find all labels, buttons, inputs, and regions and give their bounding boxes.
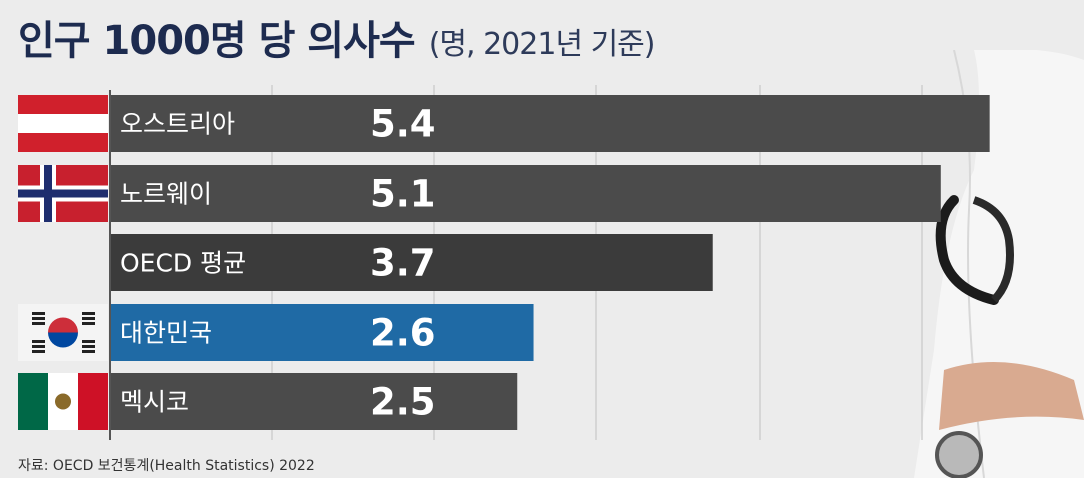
- flag-white-stripe: [18, 114, 108, 133]
- value-label-2: 3.7: [370, 242, 436, 285]
- flag-trigram-bar-2-1: [32, 345, 45, 348]
- flag-trigram-bar-3-2: [82, 350, 95, 353]
- hand-shape: [939, 362, 1084, 430]
- chart-title: 인구 1000명 당 의사수 (명, 2021년 기준): [18, 8, 656, 72]
- flag-trigram-bar-1-2: [82, 322, 95, 325]
- bar-3: [110, 304, 534, 361]
- value-label-1: 5.1: [370, 173, 436, 216]
- flag-trigram-bar-1-1: [82, 317, 95, 320]
- flag-trigram-bar-1-0: [82, 312, 95, 315]
- category-label-4: 멕시코: [120, 388, 189, 417]
- bar-0: [110, 95, 990, 152]
- chart-title-main: 인구 1000명 당 의사수: [18, 18, 416, 64]
- category-label-3: 대한민국: [120, 319, 212, 348]
- south-korea-flag: [18, 304, 108, 361]
- flag-trigram-bar-0-1: [32, 317, 45, 320]
- flag-red: [78, 373, 108, 430]
- bar-1: [110, 165, 941, 222]
- flag-emblem: [55, 393, 71, 410]
- flag-taegeuk-blue: [48, 332, 78, 348]
- value-label-4: 2.5: [370, 381, 436, 424]
- category-label-0: 오스트리아: [120, 110, 235, 139]
- flag-trigram-bar-2-0: [32, 340, 45, 343]
- category-label-2: OECD 평균: [120, 249, 246, 278]
- flag-green: [18, 373, 48, 430]
- stethoscope-tube: [935, 195, 999, 305]
- doctor-illustration: [914, 50, 1084, 478]
- flag-trigram-bar-3-1: [82, 345, 95, 348]
- mexico-flag: [18, 373, 108, 430]
- flag-taegeuk-red: [48, 317, 78, 333]
- value-label-0: 5.4: [370, 103, 436, 146]
- flag-trigram-bar-0-2: [32, 322, 45, 325]
- stethoscope-tube-2: [972, 196, 1014, 303]
- flag-trigram-bar-3-0: [82, 340, 95, 343]
- bar-2: [110, 234, 713, 291]
- flag-blue-horizontal: [18, 189, 108, 198]
- austria-flag: [18, 95, 108, 152]
- value-label-3: 2.6: [370, 312, 436, 355]
- flag-trigram-bar-2-2: [32, 350, 45, 353]
- chart-title-subtitle: (명, 2021년 기준): [428, 27, 656, 62]
- norway-flag: [18, 165, 108, 222]
- category-label-1: 노르웨이: [120, 180, 212, 209]
- stethoscope-chestpiece: [935, 431, 983, 478]
- bar-4: [110, 373, 518, 430]
- flag-trigram-bar-0-0: [32, 312, 45, 315]
- source-note: 자료: OECD 보건통계(Health Statistics) 2022: [18, 458, 315, 474]
